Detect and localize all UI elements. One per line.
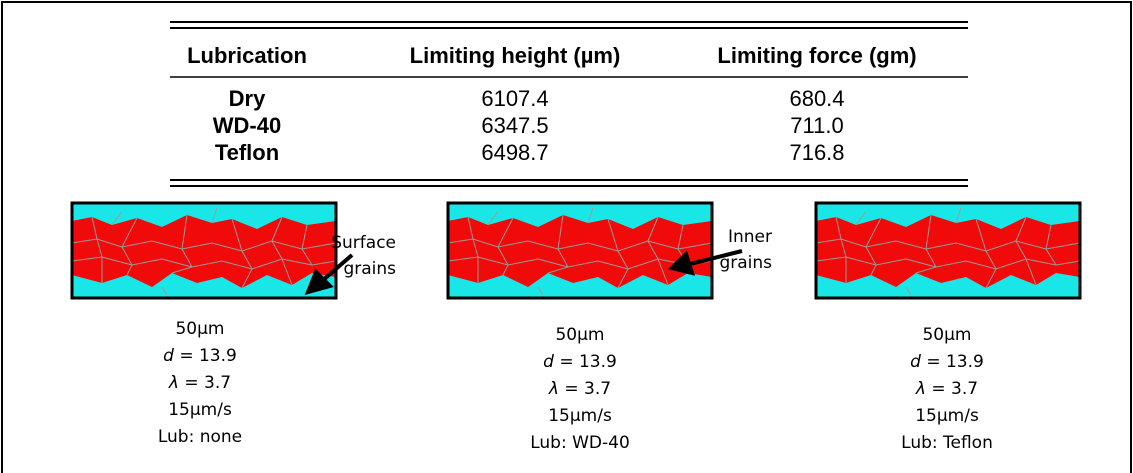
cell: 711.0 bbox=[790, 113, 843, 138]
caption: 50µm bbox=[555, 325, 604, 345]
table: Lubrication Limiting height (µm) Limiting … bbox=[187, 43, 917, 165]
caption: d = 13.9 bbox=[910, 352, 984, 372]
symbol: d bbox=[910, 352, 921, 372]
caption: 15µm/s bbox=[548, 406, 612, 426]
value: = 13.9 bbox=[554, 352, 617, 372]
caption: Lub: none bbox=[158, 427, 242, 447]
annotation: grains bbox=[343, 259, 396, 279]
annotation: grains bbox=[719, 253, 772, 273]
caption: λ = 3.7 bbox=[915, 379, 978, 399]
symbol: d bbox=[543, 352, 554, 372]
cell: Teflon bbox=[215, 140, 279, 165]
annotations: Surface grains Inner grains bbox=[331, 227, 772, 279]
caption: 50µm bbox=[922, 325, 971, 345]
cell: 6498.7 bbox=[481, 140, 548, 165]
value: = 13.9 bbox=[921, 352, 984, 372]
value: = 3.7 bbox=[179, 373, 231, 393]
cell: 6107.4 bbox=[481, 86, 548, 111]
header-cell: Limiting height (µm) bbox=[410, 43, 621, 68]
caption: 50µm bbox=[175, 319, 224, 339]
cell: 6347.5 bbox=[481, 113, 548, 138]
arrows bbox=[304, 249, 743, 295]
cell: 680.4 bbox=[789, 86, 844, 111]
value: = 13.9 bbox=[174, 346, 237, 366]
symbol: d bbox=[163, 346, 174, 366]
caption: 15µm/s bbox=[915, 406, 979, 426]
grain-image bbox=[814, 201, 1082, 300]
caption: Lub: WD-40 bbox=[530, 433, 630, 453]
cell: Dry bbox=[229, 86, 266, 111]
cell: WD-40 bbox=[213, 113, 281, 138]
annotation: Inner bbox=[728, 227, 772, 247]
caption: d = 13.9 bbox=[543, 352, 617, 372]
caption: λ = 3.7 bbox=[168, 373, 231, 393]
annotation: Surface bbox=[331, 233, 396, 253]
symbol: λ bbox=[915, 379, 926, 399]
caption: λ = 3.7 bbox=[548, 379, 611, 399]
cell: 716.8 bbox=[789, 140, 844, 165]
value: = 3.7 bbox=[559, 379, 611, 399]
value: = 3.7 bbox=[926, 379, 978, 399]
symbol: λ bbox=[548, 379, 559, 399]
caption: Lub: Teflon bbox=[901, 433, 993, 453]
symbol: λ bbox=[168, 373, 179, 393]
grain-image bbox=[446, 201, 714, 300]
header-cell: Lubrication bbox=[187, 43, 307, 68]
caption: d = 13.9 bbox=[163, 346, 237, 366]
caption: 15µm/s bbox=[168, 400, 232, 420]
grain-image bbox=[70, 201, 338, 300]
table-rules bbox=[170, 21, 968, 187]
header-cell: Limiting force (gm) bbox=[717, 43, 916, 68]
